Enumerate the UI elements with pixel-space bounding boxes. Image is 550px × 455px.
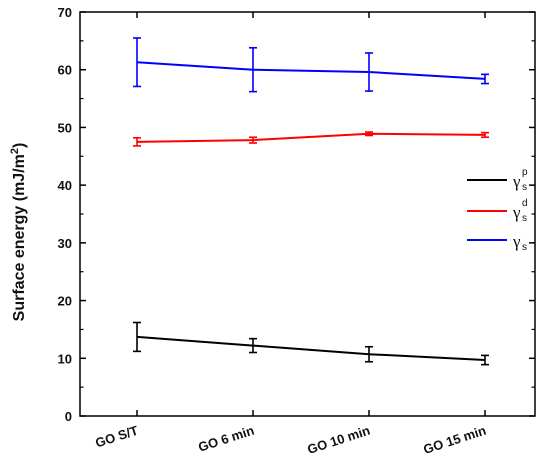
y-tick-label: 20: [58, 294, 72, 309]
legend-item: γs: [467, 232, 527, 253]
y-tick-label: 70: [58, 5, 72, 20]
y-axis-label-close: ): [11, 143, 28, 148]
y-axis-label-main: Surface energy (mJ/m: [11, 154, 28, 321]
legend-label: γsd: [512, 198, 528, 224]
y-tick-label: 30: [58, 236, 72, 251]
y-axis-label-sup: 2: [9, 148, 21, 154]
legend-label-sub: s: [522, 213, 527, 224]
series-2: [133, 37, 489, 93]
series-layer: [133, 37, 489, 366]
y-tick-label: 50: [58, 120, 72, 135]
legend-item: γsp: [467, 167, 528, 193]
y-tick-label: 10: [58, 351, 72, 366]
series-line: [136, 61, 486, 80]
legend-label-sup: d: [522, 198, 528, 209]
legend-label-sub: s: [522, 242, 527, 253]
legend-label-base: γ: [512, 203, 521, 222]
legend-label-sub: s: [522, 182, 527, 193]
legend-label: γsp: [512, 167, 528, 193]
legend-label-base: γ: [512, 232, 521, 251]
y-tick-label: 40: [58, 178, 72, 193]
y-axis-label: Surface energy (mJ/m2): [9, 143, 28, 322]
y-axis-ticks: 0 10 20 30 40 50 60 70: [58, 5, 535, 424]
legend-label: γs: [512, 232, 527, 253]
series-0: [133, 321, 489, 366]
legend-label-base: γ: [512, 172, 521, 191]
series-1: [133, 131, 489, 147]
series-line: [136, 132, 486, 143]
y-tick-label: 60: [58, 63, 72, 78]
legend-label-sup: p: [522, 167, 528, 178]
legend-item: γsd: [467, 198, 528, 224]
series-line: [136, 335, 486, 361]
y-tick-label: 0: [65, 409, 72, 424]
